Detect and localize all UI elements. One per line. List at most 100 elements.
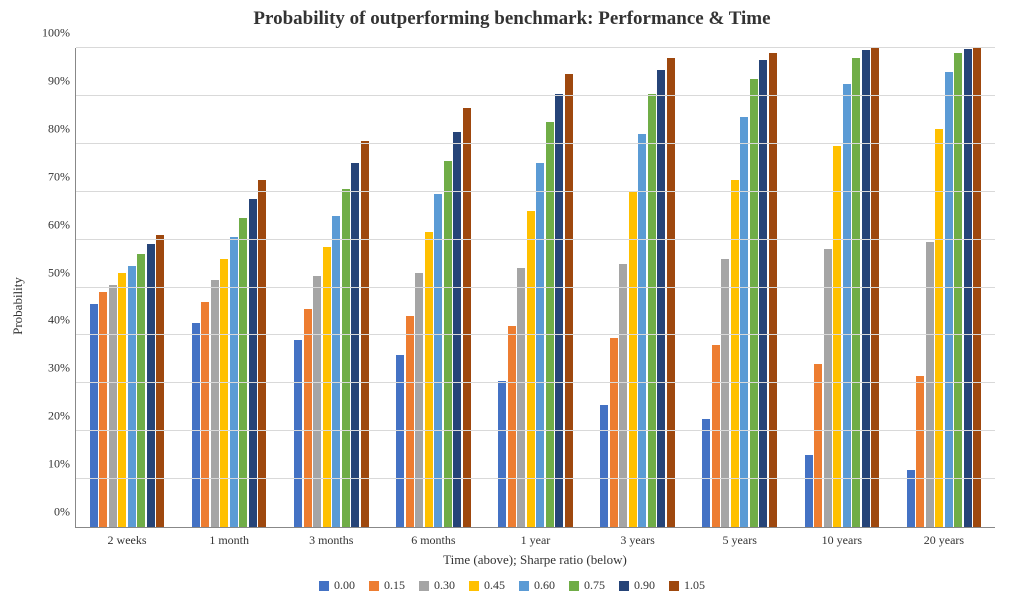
bar (517, 268, 525, 527)
bar (313, 276, 321, 527)
bar (211, 280, 219, 527)
legend-label: 0.75 (584, 578, 605, 593)
bar (769, 53, 777, 527)
bars (805, 48, 880, 527)
x-tick-label: 10 years (822, 527, 862, 548)
y-tick-label: 30% (48, 361, 76, 376)
bar-groups: 2 weeks1 month3 months6 months1 year3 ye… (76, 48, 995, 527)
bar (128, 266, 136, 527)
bar (434, 194, 442, 527)
bar (954, 53, 962, 527)
bar (463, 108, 471, 527)
bar (759, 60, 767, 527)
gridline (76, 47, 995, 48)
legend-label: 0.30 (434, 578, 455, 593)
bar (843, 84, 851, 527)
bar-group: 3 years (600, 48, 675, 527)
bar (546, 122, 554, 527)
bars (702, 48, 777, 527)
bar (657, 70, 665, 527)
chart-title: Probability of outperforming benchmark: … (0, 8, 1024, 30)
bars (294, 48, 369, 527)
legend-label: 0.90 (634, 578, 655, 593)
y-tick-label: 20% (48, 409, 76, 424)
bar-group: 1 month (192, 48, 267, 527)
bar (731, 180, 739, 527)
bar (824, 249, 832, 527)
bar (508, 326, 516, 527)
x-axis-label: Time (above); Sharpe ratio (below) (75, 552, 995, 568)
legend-label: 0.00 (334, 578, 355, 593)
bar (935, 129, 943, 527)
bar (648, 94, 656, 527)
bar (258, 180, 266, 527)
bar (536, 163, 544, 527)
bar-group: 2 weeks (90, 48, 165, 527)
x-tick-label: 6 months (411, 527, 455, 548)
bar (638, 134, 646, 527)
legend-swatch (619, 581, 629, 591)
bar (118, 273, 126, 527)
gridline (76, 239, 995, 240)
legend-label: 0.60 (534, 578, 555, 593)
bar-group: 1 year (498, 48, 573, 527)
bar (220, 259, 228, 527)
bar (396, 355, 404, 527)
legend-swatch (669, 581, 679, 591)
bar (667, 58, 675, 527)
bar (555, 94, 563, 527)
gridline (76, 287, 995, 288)
bar (916, 376, 924, 527)
legend-item: 0.90 (619, 578, 655, 593)
y-tick-label: 10% (48, 457, 76, 472)
bar (750, 79, 758, 527)
bar (852, 58, 860, 527)
legend-item: 0.60 (519, 578, 555, 593)
bar (137, 254, 145, 527)
legend-label: 0.45 (484, 578, 505, 593)
bar (109, 285, 117, 527)
y-tick-label: 80% (48, 121, 76, 136)
gridline (76, 334, 995, 335)
bar (721, 259, 729, 527)
x-tick-label: 3 years (620, 527, 654, 548)
legend-item: 0.45 (469, 578, 505, 593)
bars (396, 48, 471, 527)
bar (425, 232, 433, 527)
bars (192, 48, 267, 527)
x-tick-label: 20 years (924, 527, 964, 548)
plot-area: 2 weeks1 month3 months6 months1 year3 ye… (75, 48, 995, 528)
legend-swatch (519, 581, 529, 591)
gridline (76, 95, 995, 96)
bar (740, 117, 748, 527)
bar (527, 211, 535, 527)
bar (871, 48, 879, 527)
bar (600, 405, 608, 527)
legend-item: 0.30 (419, 578, 455, 593)
legend-item: 0.75 (569, 578, 605, 593)
legend: 0.00 0.15 0.30 0.45 0.60 0.75 0.90 1.05 (0, 578, 1024, 593)
y-tick-label: 100% (42, 26, 76, 41)
bar (406, 316, 414, 527)
bar (239, 218, 247, 527)
bar (973, 48, 981, 527)
legend-label: 1.05 (684, 578, 705, 593)
x-tick-label: 3 months (309, 527, 353, 548)
bar (862, 50, 870, 527)
bars (90, 48, 165, 527)
bar (415, 273, 423, 527)
legend-item: 1.05 (669, 578, 705, 593)
bar (323, 247, 331, 527)
gridline (76, 191, 995, 192)
bar-group: 6 months (396, 48, 471, 527)
bar (629, 192, 637, 527)
legend-item: 0.15 (369, 578, 405, 593)
legend-swatch (319, 581, 329, 591)
chart-container: Probability of outperforming benchmark: … (0, 0, 1024, 612)
bars (498, 48, 573, 527)
bar (294, 340, 302, 527)
gridline (76, 430, 995, 431)
bar-group: 10 years (805, 48, 880, 527)
legend-swatch (419, 581, 429, 591)
legend-swatch (569, 581, 579, 591)
